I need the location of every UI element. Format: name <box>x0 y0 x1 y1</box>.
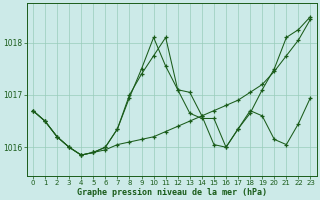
X-axis label: Graphe pression niveau de la mer (hPa): Graphe pression niveau de la mer (hPa) <box>77 188 267 197</box>
